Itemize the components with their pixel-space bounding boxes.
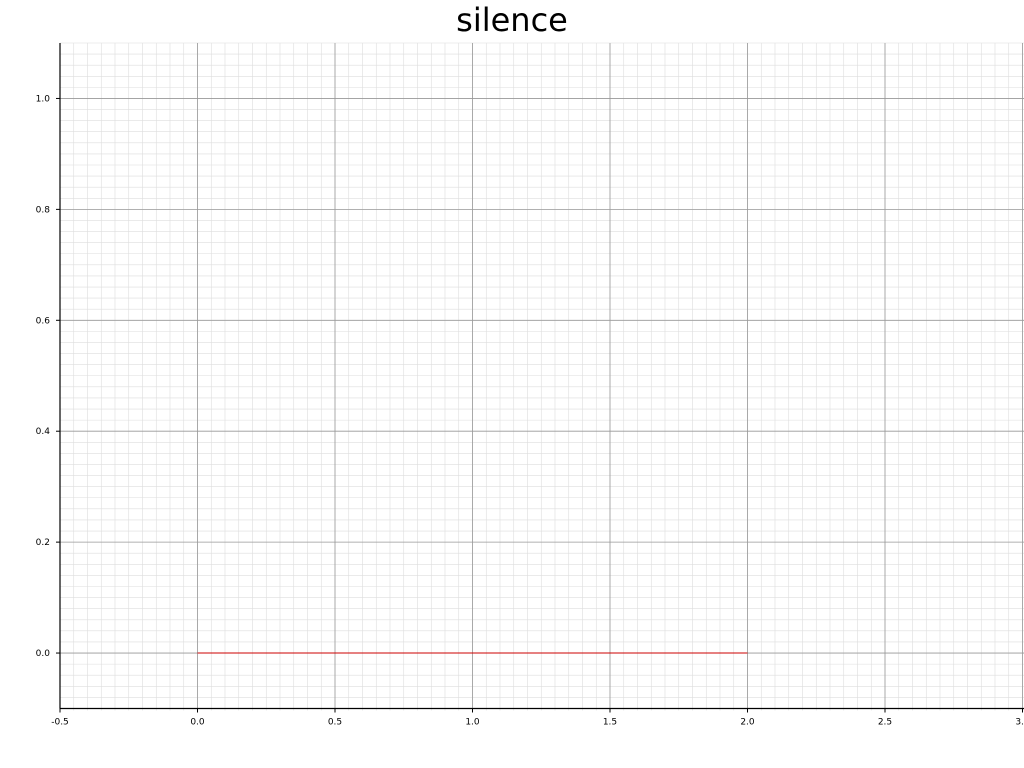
x-tick-label: 0.0 (190, 718, 205, 728)
x-tick-label: 3.0 (1015, 718, 1024, 728)
chart-title: silence (456, 1, 568, 39)
y-tick-label: 0.8 (36, 205, 51, 215)
y-tick-label: 0.4 (36, 427, 51, 437)
x-tick-label: 1.0 (465, 718, 480, 728)
y-tick-label: 1.0 (36, 94, 51, 104)
minor-grid (59, 42, 1024, 711)
x-tick-label: 2.5 (878, 718, 892, 728)
axes-layer (59, 43, 1024, 710)
x-tick-label: 2.0 (740, 718, 755, 728)
x-tick-label: 1.5 (603, 718, 617, 728)
y-tick-label: 0.0 (36, 649, 51, 659)
y-tick-label: 0.2 (36, 538, 50, 548)
x-tick-label: 0.5 (328, 718, 342, 728)
tick-layer: -0.5 0.0 0.5 1.0 1.5 2.0 2.5 3.0 0.0 0.2 0.4 0.6 0.8… (36, 94, 1024, 727)
y-tick-label: 0.6 (36, 316, 51, 326)
x-tick-label: -0.5 (51, 718, 69, 728)
